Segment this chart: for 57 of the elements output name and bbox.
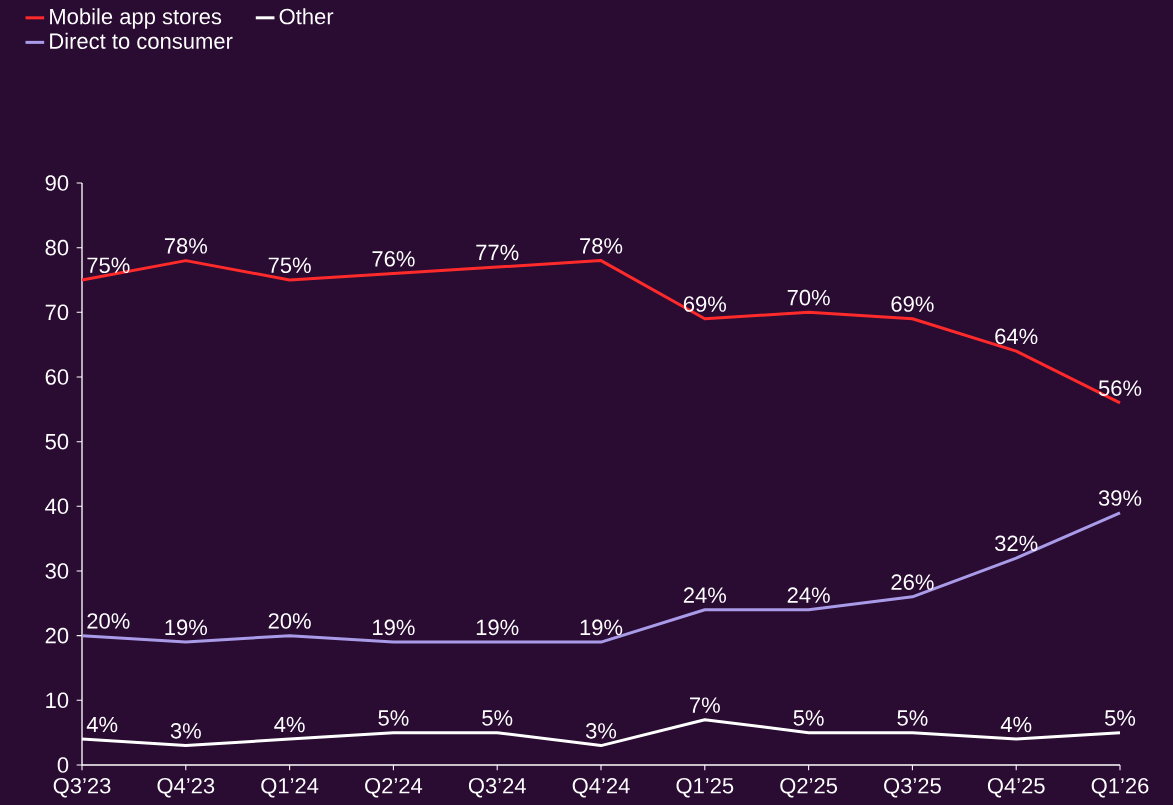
data-label: 76% bbox=[372, 251, 415, 267]
y-tick-label: 80 bbox=[45, 239, 69, 256]
data-label: 19% bbox=[165, 619, 208, 636]
y-tick-label: 40 bbox=[45, 498, 69, 515]
x-tick-label: Q4’25 bbox=[987, 777, 1045, 798]
data-label: 75% bbox=[268, 257, 311, 274]
x-tick-label: Q1’26 bbox=[1091, 777, 1149, 798]
data-label: 5% bbox=[1104, 710, 1136, 726]
data-label: 5% bbox=[378, 710, 409, 726]
data-label: 64% bbox=[995, 328, 1038, 345]
y-tick-label: 20 bbox=[45, 627, 69, 644]
data-label: 77% bbox=[476, 244, 519, 261]
y-tick-label: 10 bbox=[46, 692, 69, 709]
data-label: 26% bbox=[891, 574, 934, 590]
x-tick-label: Q2’24 bbox=[365, 777, 423, 798]
x-tick-label: Q1’24 bbox=[261, 777, 319, 798]
data-label: 5% bbox=[482, 710, 513, 726]
legend-label: Direct to consumer bbox=[50, 32, 233, 49]
data-label: 20% bbox=[87, 613, 130, 629]
data-label: 20% bbox=[268, 613, 311, 629]
x-tick-label: Q3’25 bbox=[884, 777, 941, 798]
data-label: 19% bbox=[476, 619, 519, 636]
y-tick-label: 70 bbox=[45, 304, 69, 321]
y-tick-label: 90 bbox=[45, 175, 69, 191]
data-label: 56% bbox=[1098, 380, 1142, 396]
data-label: 7% bbox=[690, 697, 720, 713]
data-label: 39% bbox=[1098, 490, 1142, 506]
data-label: 5% bbox=[897, 710, 928, 726]
x-tick-label: Q3’23 bbox=[53, 777, 111, 798]
data-label: 78% bbox=[164, 238, 208, 254]
x-tick-label: Q4’24 bbox=[572, 777, 630, 798]
data-label: 3% bbox=[585, 723, 617, 739]
legend-label: Mobile app stores bbox=[50, 8, 222, 29]
y-tick-label: 50 bbox=[45, 433, 69, 450]
data-label: 70% bbox=[787, 289, 830, 306]
x-tick-label: Q1’25 bbox=[676, 777, 734, 798]
x-tick-label: Q2’25 bbox=[780, 777, 838, 798]
data-label: 4% bbox=[274, 716, 305, 733]
data-label: 19% bbox=[373, 619, 415, 636]
y-tick-label: 30 bbox=[45, 563, 69, 579]
y-tick-label: 60 bbox=[45, 369, 69, 385]
y-tick-label: 0 bbox=[57, 757, 69, 773]
data-label: 19% bbox=[580, 619, 623, 636]
data-label: 78% bbox=[580, 238, 623, 254]
data-label: 3% bbox=[170, 723, 201, 739]
data-label: 24% bbox=[683, 587, 727, 603]
data-label: 69% bbox=[891, 296, 934, 312]
data-label: 4% bbox=[86, 716, 118, 733]
x-tick-label: Q4’23 bbox=[157, 777, 215, 798]
x-tick-label: Q3’24 bbox=[468, 777, 526, 798]
data-label: 69% bbox=[683, 296, 727, 312]
data-label: 4% bbox=[1000, 716, 1032, 733]
data-label: 75% bbox=[87, 257, 130, 274]
legend-label: Other bbox=[279, 8, 334, 25]
data-label: 5% bbox=[793, 710, 824, 726]
data-label: 32% bbox=[995, 535, 1038, 552]
data-label: 24% bbox=[787, 587, 830, 603]
